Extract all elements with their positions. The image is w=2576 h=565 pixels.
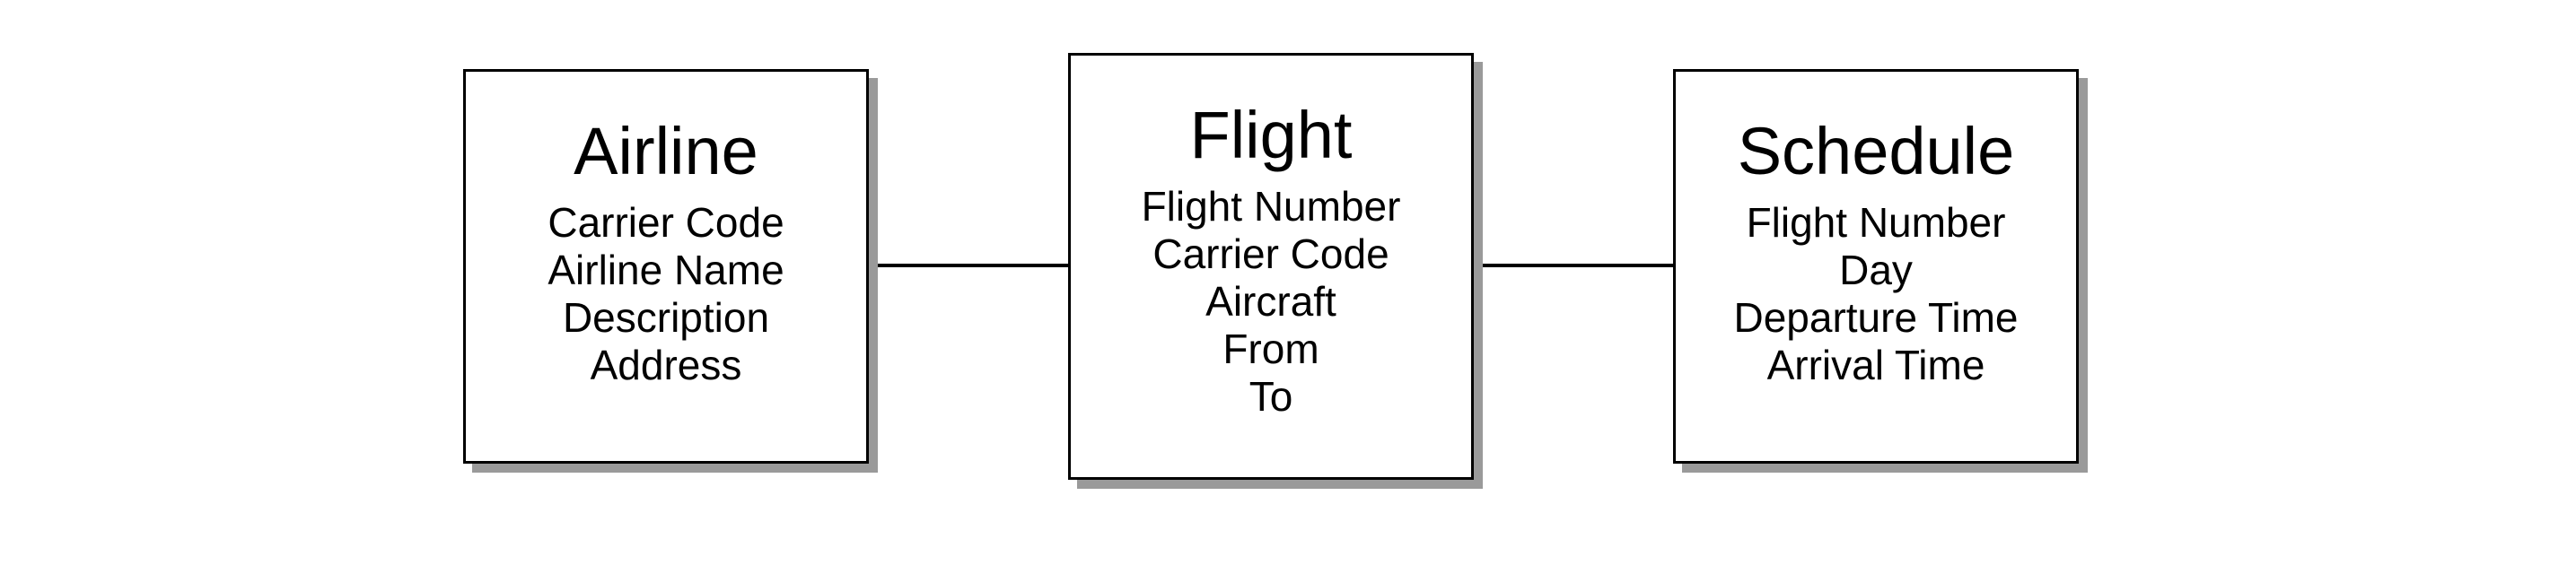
entity-title-airline: Airline: [574, 114, 758, 188]
field-address: Address: [590, 342, 742, 388]
field-aircraft: Aircraft: [1205, 278, 1336, 325]
field-list-flight: Flight Number Carrier Code Aircraft From…: [1071, 183, 1471, 421]
field-flight-number: Flight Number: [1141, 183, 1401, 230]
field-carrier-code: Carrier Code: [1152, 230, 1389, 277]
field-departure-time: Departure Time: [1733, 294, 2019, 341]
field-flight-number: Flight Number: [1746, 199, 2006, 246]
entity-title-schedule: Schedule: [1737, 114, 2015, 188]
entity-title-flight: Flight: [1189, 98, 1353, 172]
field-carrier-code: Carrier Code: [548, 199, 784, 246]
field-arrival-time: Arrival Time: [1766, 342, 1985, 388]
entity-flight: Flight Flight Number Carrier Code Aircra…: [1068, 53, 1474, 480]
field-description: Description: [562, 294, 770, 341]
connector-airline-flight: [869, 264, 1068, 267]
entity-airline: Airline Carrier Code Airline Name Descri…: [463, 69, 869, 464]
field-day: Day: [1839, 247, 1913, 293]
field-airline-name: Airline Name: [548, 247, 784, 293]
field-list-schedule: Flight Number Day Departure Time Arrival…: [1676, 199, 2076, 389]
field-to: To: [1249, 373, 1293, 420]
connector-flight-schedule: [1474, 264, 1673, 267]
entity-schedule: Schedule Flight Number Day Departure Tim…: [1673, 69, 2079, 464]
field-from: From: [1222, 326, 1319, 372]
field-list-airline: Carrier Code Airline Name Description Ad…: [466, 199, 866, 389]
